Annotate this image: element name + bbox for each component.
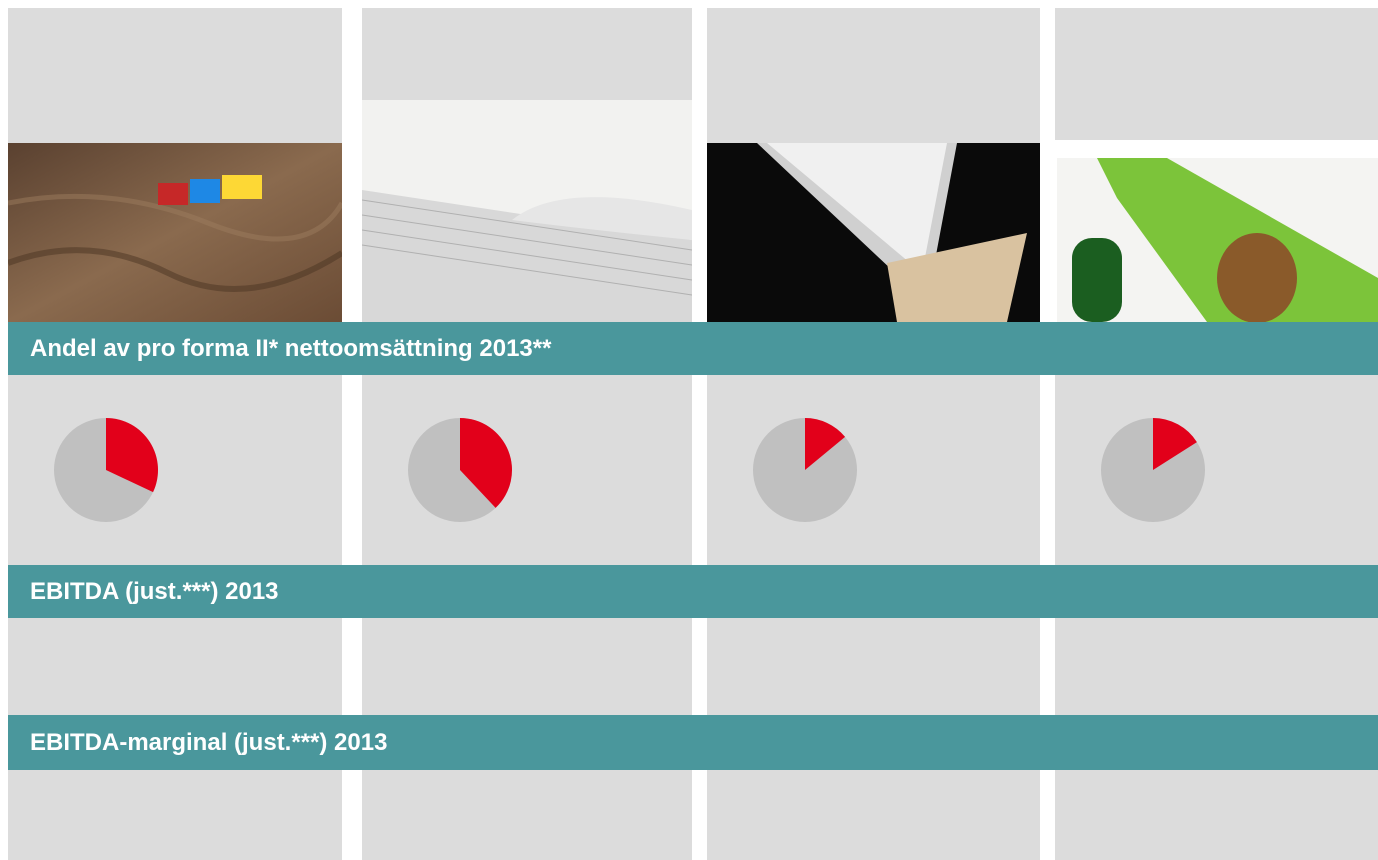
margin-cell xyxy=(1055,770,1378,860)
pie-slice xyxy=(106,418,159,493)
section-bar: EBITDA (just.***) 2013 xyxy=(8,565,1378,618)
pie xyxy=(1101,418,1205,522)
ebitda-cell xyxy=(362,618,692,715)
pie-slice xyxy=(1153,418,1197,470)
industrial-image xyxy=(707,143,1040,322)
decor-image xyxy=(8,143,342,322)
pie-slice xyxy=(460,418,512,508)
header-cell xyxy=(1055,8,1378,140)
packaging-image xyxy=(1057,158,1378,322)
ebitda-cell xyxy=(707,618,1040,715)
section-title: EBITDA-marginal (just.***) 2013 xyxy=(30,728,388,756)
pie xyxy=(54,418,159,522)
release-liners-image xyxy=(362,100,692,322)
section-bar: Andel av pro forma II* nettoomsättning 2… xyxy=(8,322,1378,375)
section-title: Andel av pro forma II* nettoomsättning 2… xyxy=(30,334,552,362)
header-cell xyxy=(707,8,1040,143)
header-cell xyxy=(8,8,342,143)
pie xyxy=(753,418,857,522)
ebitda-cell xyxy=(1055,618,1378,715)
section-title: EBITDA (just.***) 2013 xyxy=(30,577,279,605)
pie-slice xyxy=(805,418,846,470)
section-bar: EBITDA-marginal (just.***) 2013 xyxy=(8,715,1378,770)
ebitda-cell xyxy=(8,618,342,715)
margin-cell xyxy=(362,770,692,860)
margin-cell xyxy=(8,770,342,860)
pie xyxy=(408,418,512,522)
margin-cell xyxy=(707,770,1040,860)
header-cell xyxy=(362,8,692,100)
